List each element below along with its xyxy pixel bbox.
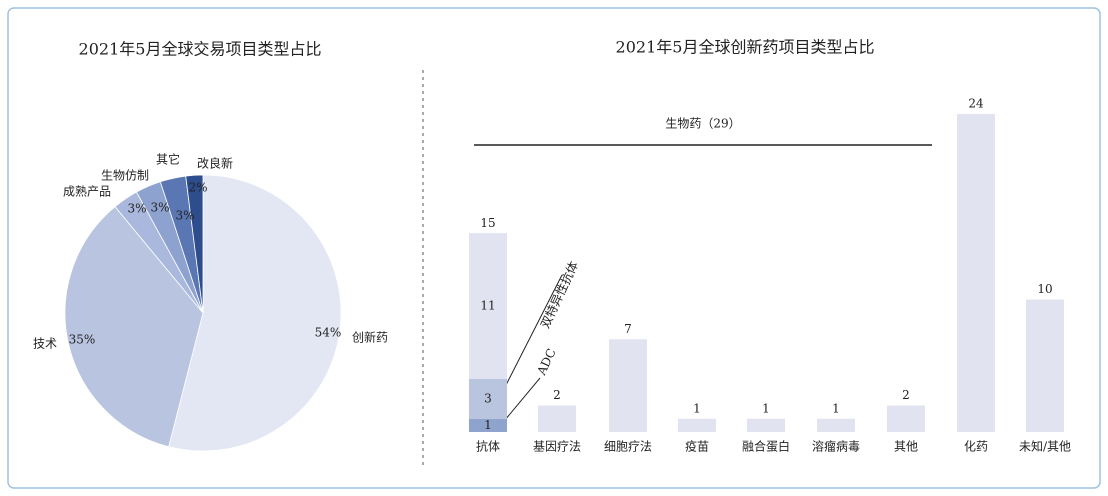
x-tick-label: 其他 [894, 440, 918, 454]
value-label: 1 [693, 401, 701, 415]
x-tick-label: 化药 [964, 440, 988, 454]
pie-title: 2021年5月全球交易项目类型占比 [79, 40, 322, 59]
bar [678, 418, 716, 432]
segment-label: 3 [484, 391, 492, 405]
value-label: 10 [1037, 282, 1052, 296]
x-tick-label: 基因疗法 [533, 440, 581, 454]
value-label: 3% [150, 201, 169, 215]
value-label: 54% [315, 326, 342, 340]
bar-title: 2021年5月全球创新药项目类型占比 [616, 38, 875, 57]
segment-label: 11 [480, 299, 495, 313]
value-label: 24 [968, 97, 984, 111]
x-tick-label: 细胞疗法 [604, 440, 652, 454]
value-label: 3% [127, 202, 146, 216]
bar [747, 418, 785, 432]
value-label: 2 [553, 388, 561, 402]
segment-label: 1 [484, 418, 492, 432]
bar [887, 405, 925, 432]
bar [957, 114, 995, 432]
value-label: 3% [175, 209, 194, 223]
leader [504, 274, 563, 388]
x-tick-label: 抗体 [476, 439, 500, 454]
bar [817, 418, 855, 432]
x-tick-label: 未知/其他 [1019, 440, 1071, 454]
value-label: 1 [762, 401, 770, 415]
value-label: 35% [69, 333, 96, 347]
bar [538, 405, 576, 432]
slice-label: 创新药 [352, 330, 388, 345]
stack-segment [469, 379, 507, 419]
pie-slice [64, 206, 204, 448]
value-label: 1 [832, 401, 840, 415]
stack-segment [469, 233, 507, 379]
stack-segment [469, 418, 507, 432]
x-tick-label: 疫苗 [685, 439, 709, 454]
x-tick-label: 溶瘤病毒 [812, 439, 860, 454]
value-label: 2 [902, 388, 910, 402]
value-label: 2% [188, 181, 207, 195]
slice-label: 技术 [33, 337, 57, 351]
annotation: 生物药（29） [665, 117, 740, 131]
leader [504, 377, 541, 421]
slice-label: 成熟产品 [63, 184, 111, 199]
slice-label: 其它 [156, 152, 180, 167]
value-label: 7 [624, 322, 632, 336]
pie-slice [185, 174, 204, 314]
pie-slice [168, 174, 342, 452]
slice-label: 生物仿制 [101, 169, 149, 183]
value-label: 15 [480, 216, 495, 230]
bar [609, 339, 647, 432]
bar [1026, 299, 1064, 432]
slice-label: 改良新 [197, 156, 233, 171]
x-tick-label: 融合蛋白 [742, 439, 790, 454]
